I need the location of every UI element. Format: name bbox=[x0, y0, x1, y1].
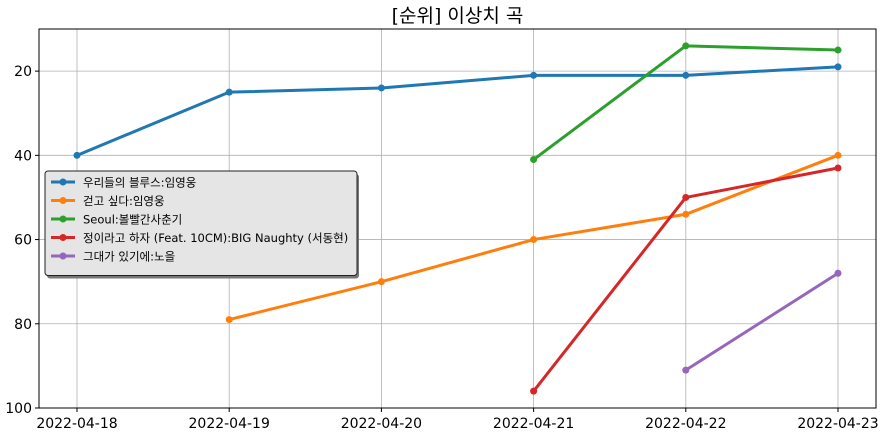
plot-frame bbox=[38, 28, 877, 409]
series-1 bbox=[225, 151, 842, 324]
legend-label: Seoul:볼빨간사춘기 bbox=[83, 213, 182, 227]
legend-label: 우리들의 블루스:임영웅 bbox=[83, 176, 196, 190]
y-tick-label: 100 bbox=[5, 401, 32, 417]
data-point bbox=[377, 84, 385, 92]
legend-marker bbox=[59, 197, 67, 204]
y-tick-label: 80 bbox=[14, 317, 32, 333]
data-point bbox=[682, 366, 690, 374]
x-tick-label: 2022-04-21 bbox=[493, 416, 574, 432]
data-point bbox=[530, 387, 538, 395]
y-tick-label: 40 bbox=[14, 148, 32, 164]
legend-label: 걷고 싶다:임영웅 bbox=[83, 194, 165, 208]
data-point bbox=[682, 42, 690, 50]
series-2 bbox=[530, 42, 842, 164]
legend-marker bbox=[59, 178, 67, 186]
legend-marker bbox=[59, 215, 67, 223]
series-3 bbox=[530, 164, 842, 395]
legend-marker bbox=[59, 234, 67, 241]
chart-title: [순위] 이상치 곡 bbox=[392, 5, 524, 27]
series-line bbox=[684, 271, 839, 372]
data-point bbox=[225, 316, 233, 324]
axis-layer: 2022-04-18 2022-04-19 2022-04-20 2022-04-21… bbox=[5, 64, 878, 432]
x-tick-label: 2022-04-19 bbox=[189, 416, 270, 432]
y-tick-label: 60 bbox=[14, 233, 32, 249]
data-point bbox=[73, 151, 81, 159]
x-tick-label: 2022-04-20 bbox=[341, 416, 422, 432]
legend-label: 그대가 있기에:노을 bbox=[83, 250, 175, 264]
data-point bbox=[834, 151, 842, 159]
data-point bbox=[530, 156, 538, 164]
data-point bbox=[682, 71, 690, 79]
data-point bbox=[225, 88, 233, 96]
data-point bbox=[834, 269, 842, 277]
data-point bbox=[834, 63, 842, 71]
data-point bbox=[682, 210, 690, 218]
y-tick-label: 20 bbox=[14, 64, 32, 80]
data-point bbox=[530, 236, 538, 244]
legend-marker bbox=[59, 252, 67, 260]
legend-box bbox=[44, 170, 358, 276]
legend-label: 정이라고 하자 (Feat. 10CM):BIG Naughty (서동현) bbox=[83, 231, 348, 245]
data-point bbox=[377, 278, 385, 286]
series-line bbox=[76, 65, 839, 157]
data-point bbox=[682, 193, 690, 201]
data-point bbox=[834, 164, 842, 172]
x-tick-label: 2022-04-22 bbox=[645, 416, 726, 432]
data-point bbox=[834, 46, 842, 54]
data-point bbox=[530, 71, 538, 79]
x-tick-label: 2022-04-18 bbox=[36, 416, 117, 432]
x-tick-label: 2022-04-23 bbox=[797, 416, 878, 432]
series-layer bbox=[73, 42, 842, 395]
series-0 bbox=[73, 63, 842, 159]
series-4 bbox=[682, 269, 842, 374]
